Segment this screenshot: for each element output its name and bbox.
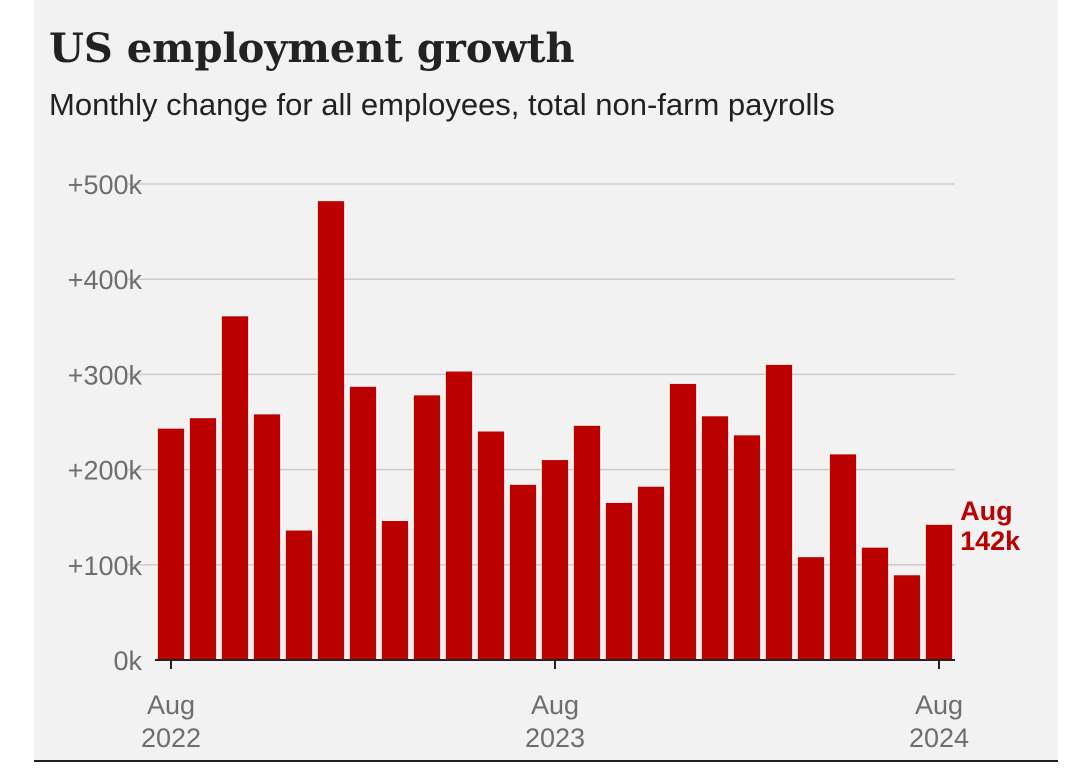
bar	[605, 502, 633, 660]
bar	[349, 386, 377, 660]
bar	[317, 201, 345, 661]
y-tick-label: +400k	[68, 265, 143, 295]
y-tick-label: +300k	[68, 360, 143, 390]
bar	[381, 521, 409, 660]
bar	[637, 486, 665, 660]
annotation-label-month: Aug	[960, 496, 1012, 526]
x-tick-label-year: 2022	[141, 723, 201, 753]
x-tick-label-month: Aug	[531, 690, 579, 720]
bar	[893, 575, 921, 660]
y-tick-label: +500k	[68, 170, 143, 200]
bar	[541, 460, 569, 660]
bar	[861, 547, 889, 660]
annotation-label-value: 142k	[960, 526, 1021, 556]
x-tick-label-month: Aug	[915, 690, 963, 720]
bar	[253, 414, 281, 660]
bar	[445, 371, 473, 660]
bar	[413, 395, 441, 660]
bar	[829, 454, 857, 660]
bar	[189, 418, 217, 660]
bar	[157, 428, 185, 660]
bar	[285, 530, 313, 660]
y-tick-label: +100k	[68, 551, 143, 581]
bar	[509, 484, 537, 660]
x-tick-label-year: 2024	[909, 723, 969, 753]
bar	[573, 425, 601, 660]
y-tick-label: 0k	[113, 646, 142, 676]
bar	[925, 524, 953, 660]
bar	[701, 416, 729, 660]
chart-title: US employment growth	[49, 25, 575, 72]
x-tick-label-month: Aug	[147, 690, 195, 720]
y-tick-label: +200k	[68, 456, 143, 486]
bar	[733, 435, 761, 660]
chart-subtitle: Monthly change for all employees, total …	[49, 87, 835, 122]
bar	[765, 364, 793, 660]
bar	[797, 557, 825, 660]
x-tick-label-year: 2023	[525, 723, 585, 753]
bar	[477, 431, 505, 660]
bar	[669, 383, 697, 660]
bar	[221, 316, 249, 660]
